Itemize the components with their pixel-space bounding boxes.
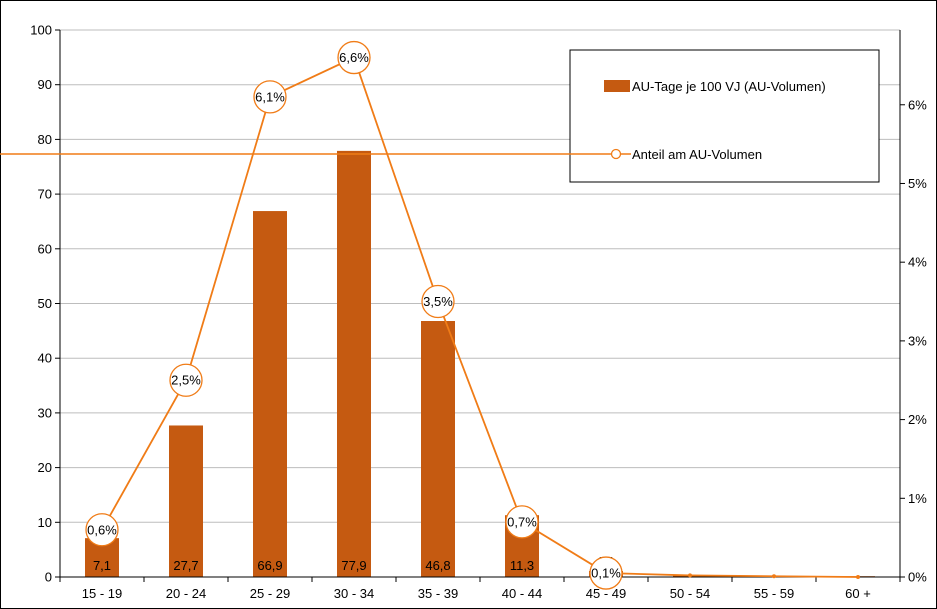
x-tick-label: 45 - 49 (586, 586, 626, 601)
x-tick-label: 35 - 39 (418, 586, 458, 601)
point-data-label: 6,6% (339, 50, 369, 65)
legend-swatch-marker (610, 148, 622, 160)
bar-data-label: 46,8 (425, 558, 450, 573)
bar-data-label: 66,9 (257, 558, 282, 573)
x-tick-label: 30 - 34 (334, 586, 374, 601)
point-marker (421, 284, 455, 319)
bar-data-label: 11,3 (510, 558, 534, 573)
line-series (101, 56, 859, 578)
point-data-label: 0,6% (87, 522, 117, 537)
x-tick-label: 15 - 19 (82, 586, 122, 601)
y-right-tick-label: 6% (908, 97, 927, 112)
y-left-tick-label: 30 (38, 405, 52, 420)
point-marker (169, 363, 203, 397)
y-left-tick-label: 10 (38, 515, 52, 530)
x-tick-label: 25 - 29 (250, 586, 290, 601)
legend-box (569, 49, 880, 183)
y-right-tick-label: 2% (908, 412, 927, 427)
axes: 0 10 20 30 40 50 60 70 80 90 100 0% 1% 2% 3% 4% 5% 6% 15 -… (30, 23, 927, 602)
point-data-label: 3,5% (423, 294, 453, 309)
y-left-tick-label: 100 (30, 23, 52, 38)
point-data-label: 6,1% (255, 89, 285, 104)
y-left-tick-label: 80 (38, 132, 52, 147)
y-right-tick-label: 1% (908, 491, 927, 506)
y-left-tick-label: 20 (38, 460, 52, 475)
y-right-tick-label: 0% (908, 570, 927, 585)
y-right-tick-label: 4% (908, 255, 927, 270)
y-left-tick-label: 60 (38, 241, 52, 256)
legend: AU-Tage je 100 VJ (AU-Volumen) Anteil am… (0, 49, 880, 183)
data-labels: 7,127,766,977,946,811,31,10,6%2,5%6,1%6,… (85, 40, 860, 590)
y-right-tick-label: 5% (908, 176, 927, 191)
point-data-label: 0,1% (591, 566, 621, 581)
y-left-tick-label: 0 (45, 570, 52, 585)
x-tick-label: 60 + (845, 586, 871, 601)
point-marker (856, 575, 860, 579)
point-data-label: 2,5% (171, 373, 201, 388)
point-marker (505, 505, 539, 539)
bar-data-label: 7,1 (93, 558, 111, 573)
y-left-tick-label: 90 (38, 77, 52, 92)
bar (337, 150, 371, 577)
point-data-label: 0,7% (507, 514, 537, 529)
point-marker (688, 573, 692, 578)
bar-data-label: 77,9 (341, 558, 366, 573)
bar (253, 211, 287, 577)
y-left-tick-label: 70 (38, 187, 52, 202)
bar (421, 321, 455, 577)
bars (85, 150, 875, 577)
line-anteil (101, 56, 859, 578)
bar-data-label: 27,7 (173, 558, 198, 573)
point-marker (253, 80, 287, 114)
x-tick-label: 40 - 44 (502, 586, 542, 601)
point-marker (772, 574, 776, 579)
point-marker (337, 40, 371, 75)
x-tick-label: 50 - 54 (670, 586, 710, 601)
x-tick-label: 20 - 24 (166, 586, 206, 601)
y-right-tick-label: 3% (908, 333, 927, 348)
legend-label-line: Anteil am AU-Volumen (632, 147, 762, 162)
legend-swatch-bar (604, 80, 630, 92)
legend-label-bar: AU-Tage je 100 VJ (AU-Volumen) (632, 79, 826, 94)
y-left-tick-label: 40 (38, 351, 52, 366)
y-left-tick-label: 50 (38, 296, 52, 311)
point-marker (85, 513, 119, 547)
x-tick-label: 55 - 59 (754, 586, 794, 601)
point-marker (589, 556, 623, 590)
bar (169, 425, 203, 577)
